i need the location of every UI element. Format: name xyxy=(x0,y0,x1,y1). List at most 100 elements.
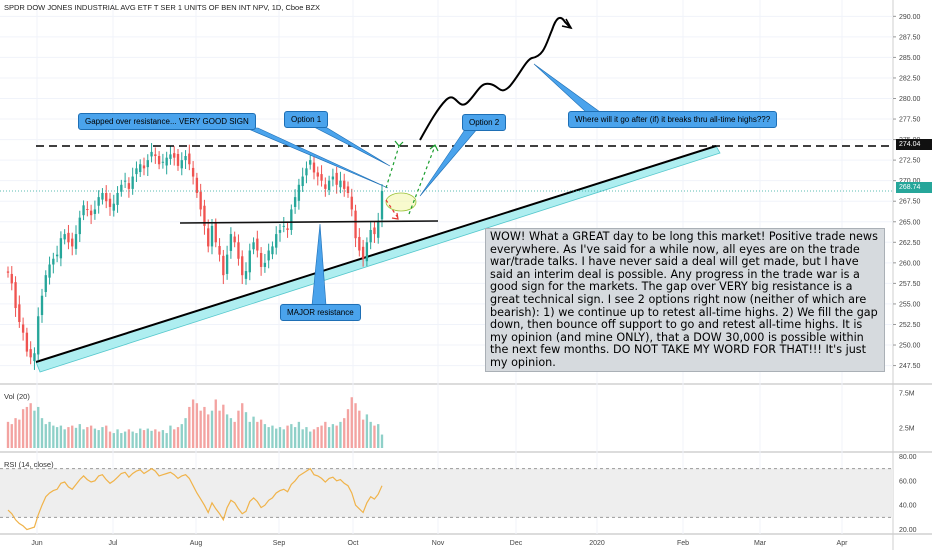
rsi-line xyxy=(7,467,383,531)
rsi-tick-label: 80.00 xyxy=(899,454,917,461)
gap-ellipse xyxy=(385,192,417,212)
volume-bar xyxy=(252,416,255,448)
volume-bar xyxy=(25,406,29,448)
candle-body xyxy=(229,234,233,251)
candle-body xyxy=(78,217,81,235)
volume-bar xyxy=(377,424,380,448)
volume-bar xyxy=(161,430,165,448)
candle-body xyxy=(44,275,47,293)
volume-bar xyxy=(380,434,384,448)
candle-body xyxy=(361,246,365,259)
volume-bar xyxy=(173,429,176,448)
volume-bar xyxy=(316,427,319,448)
candle-body xyxy=(63,234,66,240)
candle-body xyxy=(214,223,217,243)
candle-body xyxy=(184,156,187,161)
time-tick-label: Dec xyxy=(510,540,523,547)
gap-fill-arrowhead xyxy=(391,212,399,220)
volume-bar xyxy=(195,403,199,448)
volume-bar xyxy=(131,431,134,448)
volume-bar xyxy=(259,419,263,448)
price-tick-label: 255.00 xyxy=(899,301,921,308)
candle-body xyxy=(120,184,123,192)
rsi-band xyxy=(0,468,893,518)
candle-body xyxy=(278,229,282,233)
volume-bar xyxy=(278,427,282,448)
support-trend-band[interactable] xyxy=(35,145,721,373)
time-tick-label: Aug xyxy=(190,540,203,547)
candle-body xyxy=(305,168,308,176)
drawings[interactable] xyxy=(0,16,893,306)
volume-bar xyxy=(320,425,323,448)
candle-body xyxy=(154,154,157,157)
candle-body xyxy=(365,242,369,262)
gap-fill-arrow xyxy=(385,199,399,219)
candle-body xyxy=(18,304,21,323)
candle-body xyxy=(127,183,131,189)
rsi-pane xyxy=(0,467,893,531)
volume-bar xyxy=(218,410,221,448)
volume-bars xyxy=(6,397,384,448)
volume-bar xyxy=(78,424,81,448)
candle-body xyxy=(339,180,342,188)
candle-body xyxy=(195,177,199,193)
rsi-tick-label: 20.00 xyxy=(899,527,917,534)
candle-body xyxy=(71,238,74,247)
volume-bar xyxy=(203,406,206,448)
candle-body xyxy=(116,193,119,205)
candle-body xyxy=(327,180,331,191)
volume-bar xyxy=(282,429,285,448)
volume-bar xyxy=(191,399,195,448)
volume-bar xyxy=(127,429,131,448)
candle-body xyxy=(176,153,180,166)
candle-body xyxy=(93,209,97,214)
volume-bar xyxy=(176,427,180,448)
candle-body xyxy=(14,282,17,309)
volume-bar xyxy=(222,404,225,448)
time-tick-label: Jun xyxy=(31,540,42,547)
candle-body xyxy=(358,236,361,251)
volume-bar xyxy=(188,406,191,448)
comment-note[interactable]: WOW! What a GREAT day to be long this ma… xyxy=(485,228,885,372)
candle-body xyxy=(346,186,350,193)
candle-body xyxy=(48,264,51,278)
volume-bar xyxy=(343,418,346,448)
candle-body xyxy=(67,232,70,243)
callout-major-resistance[interactable]: MAJOR resistance xyxy=(280,304,361,321)
time-tick-label: Jul xyxy=(109,540,118,547)
callout-option1[interactable]: Option 1 xyxy=(284,111,329,128)
volume-bar xyxy=(116,429,119,448)
time-tick-label: Sep xyxy=(273,540,286,547)
candle-body xyxy=(82,205,85,216)
volume-bar xyxy=(225,414,229,448)
callout-gapped[interactable]: Gapped over resistance... VERY GOOD SIGN xyxy=(78,113,256,130)
volume-bar xyxy=(297,421,301,448)
candle-body xyxy=(139,164,142,173)
callout-option2[interactable]: Option 2 xyxy=(462,114,507,131)
volume-bar xyxy=(293,427,297,448)
volume-bar xyxy=(157,431,161,448)
candle-body xyxy=(225,254,229,274)
candle-body xyxy=(343,180,346,189)
candle-body xyxy=(86,209,89,211)
volume-bar xyxy=(180,424,183,448)
volume-bar xyxy=(233,421,236,448)
volume-bar xyxy=(248,421,251,448)
callout-where[interactable]: Where will it go after (if) it breaks th… xyxy=(568,111,778,128)
candle-body xyxy=(312,162,316,173)
candle-body xyxy=(222,255,225,276)
price-tick-label: 290.00 xyxy=(899,14,921,21)
candle-body xyxy=(25,332,29,352)
volume-bar xyxy=(37,406,40,448)
candle-body xyxy=(169,154,172,159)
candle-body xyxy=(218,246,221,255)
volume-bar xyxy=(14,418,17,448)
volume-bar xyxy=(271,425,274,448)
volume-bar xyxy=(267,427,270,448)
volume-bar xyxy=(82,429,85,448)
candle-body xyxy=(263,262,267,267)
volume-bar xyxy=(263,424,267,448)
volume-bar xyxy=(335,425,338,448)
